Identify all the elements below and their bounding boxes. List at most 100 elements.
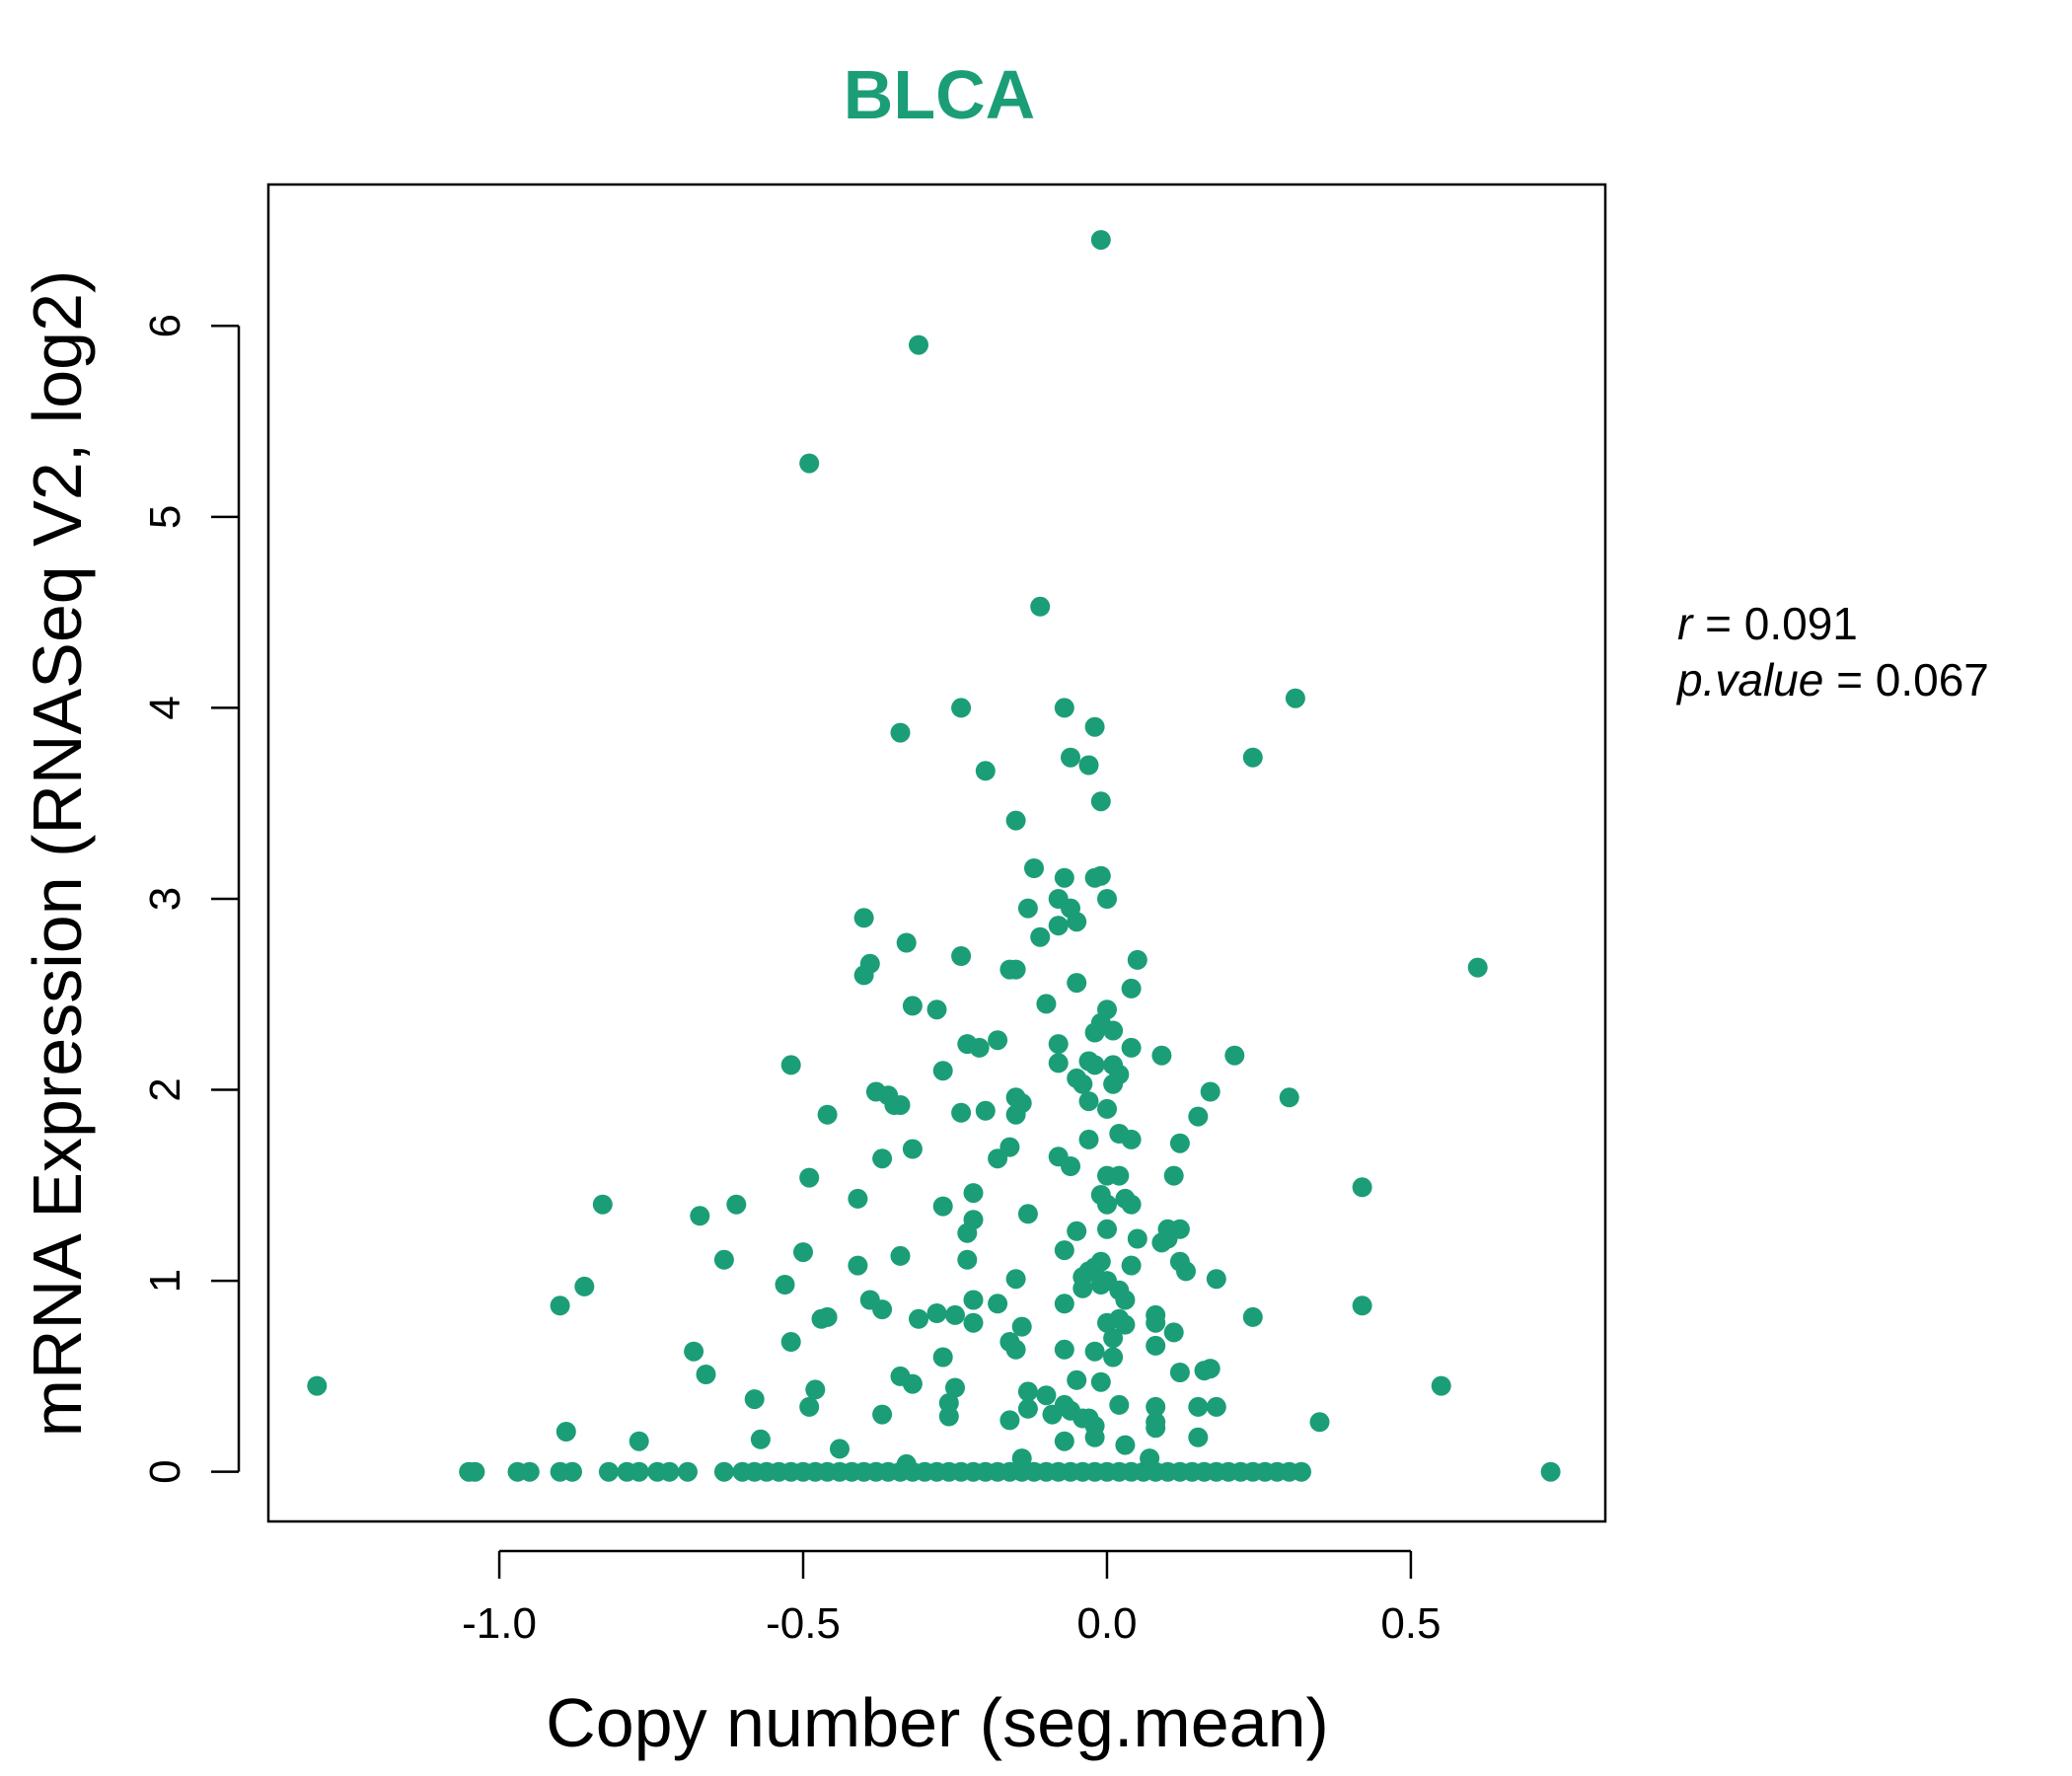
data-point [1176,1261,1196,1282]
data-point [1084,1427,1105,1447]
data-point [890,722,911,743]
data-point [1146,1312,1166,1333]
data-point [848,1188,868,1209]
x-axis-title: Copy number (seg.mean) [546,1684,1329,1761]
y-tick-label: 5 [141,505,189,529]
data-point [1090,1275,1111,1295]
data-point [1540,1461,1561,1482]
data-point [963,1290,984,1310]
data-point [938,1406,959,1427]
data-point [963,1312,984,1333]
data-point [598,1461,619,1482]
data-point [1097,1312,1117,1333]
data-point [951,946,972,966]
data-point [1030,596,1051,617]
data-point [999,1410,1020,1431]
data-point [1054,867,1074,888]
data-point [1090,230,1111,251]
data-point [1352,1295,1372,1316]
data-point [975,761,996,781]
x-tick-label: -1.0 [462,1599,537,1648]
stat-p-label: p.value [1675,654,1823,705]
data-point [1084,716,1105,737]
data-point [1188,1396,1209,1417]
y-tick-label: 6 [141,314,189,337]
data-point [1121,978,1142,999]
data-point [1206,1396,1226,1417]
data-point [1097,889,1117,909]
data-point [1188,1106,1209,1127]
data-point [1151,1045,1172,1066]
data-point [1115,1290,1136,1310]
data-point [1084,1341,1105,1362]
data-point [1169,1133,1190,1153]
data-point [574,1276,595,1296]
data-point [684,1341,704,1362]
data-point [307,1375,328,1396]
data-point [1090,1371,1111,1392]
data-point [1054,698,1074,718]
data-point [1146,1396,1166,1417]
data-point [713,1461,734,1482]
data-point [1067,973,1087,994]
data-point [793,1242,813,1263]
data-point [1188,1427,1209,1447]
data-point [817,1306,838,1327]
data-point [1109,1394,1130,1415]
data-point [988,1294,1008,1314]
data-point [659,1461,680,1482]
data-point [1054,1240,1074,1261]
data-point [1103,1328,1124,1349]
data-point [853,965,874,986]
data-point [1169,1363,1190,1382]
data-point [909,1308,928,1329]
data-point [1090,865,1111,886]
data-point [853,908,874,928]
data-point [799,1396,820,1417]
data-point [1005,1104,1026,1125]
data-point [1097,1194,1117,1215]
data-point [963,1183,984,1204]
data-point [1309,1412,1330,1433]
stat-p: p.value = 0.067 [1675,654,1989,705]
data-point [1042,1404,1063,1425]
data-point [726,1194,747,1215]
x-tick-label: 0.0 [1076,1599,1137,1648]
data-point [1005,1269,1026,1290]
data-point [1005,959,1026,980]
data-point [1146,1335,1166,1356]
data-point [969,1037,990,1058]
data-point [1103,1073,1124,1094]
data-point [799,453,820,474]
data-point [1121,1037,1142,1058]
data-point [1200,1359,1221,1379]
data-point [1467,957,1488,978]
data-point [1097,1219,1117,1239]
data-point [1115,1435,1136,1455]
data-point [1036,994,1057,1014]
stats-annotation: r = 0.091 p.value = 0.067 [1675,598,1989,705]
data-point [1090,791,1111,812]
data-point [1157,1228,1178,1249]
data-point [817,1104,838,1125]
data-point [696,1365,716,1384]
data-point [1017,1204,1038,1224]
data-point [629,1461,649,1482]
stat-r-value: 0.091 [1744,598,1858,649]
data-point [830,1439,850,1459]
data-point [1285,688,1305,708]
data-point [1005,1339,1026,1360]
data-point [872,1299,893,1320]
data-point [1017,1381,1038,1402]
data-point [1036,1385,1057,1406]
data-point [945,1377,965,1398]
data-point [744,1389,765,1410]
points-layer [307,230,1561,1482]
stat-r-label: r [1677,598,1694,649]
chart-title: BLCA [844,56,1035,133]
data-point [1067,1369,1087,1390]
x-tick-label: 0.5 [1380,1599,1441,1648]
data-point [629,1431,649,1451]
y-tick-label: 3 [141,887,189,911]
